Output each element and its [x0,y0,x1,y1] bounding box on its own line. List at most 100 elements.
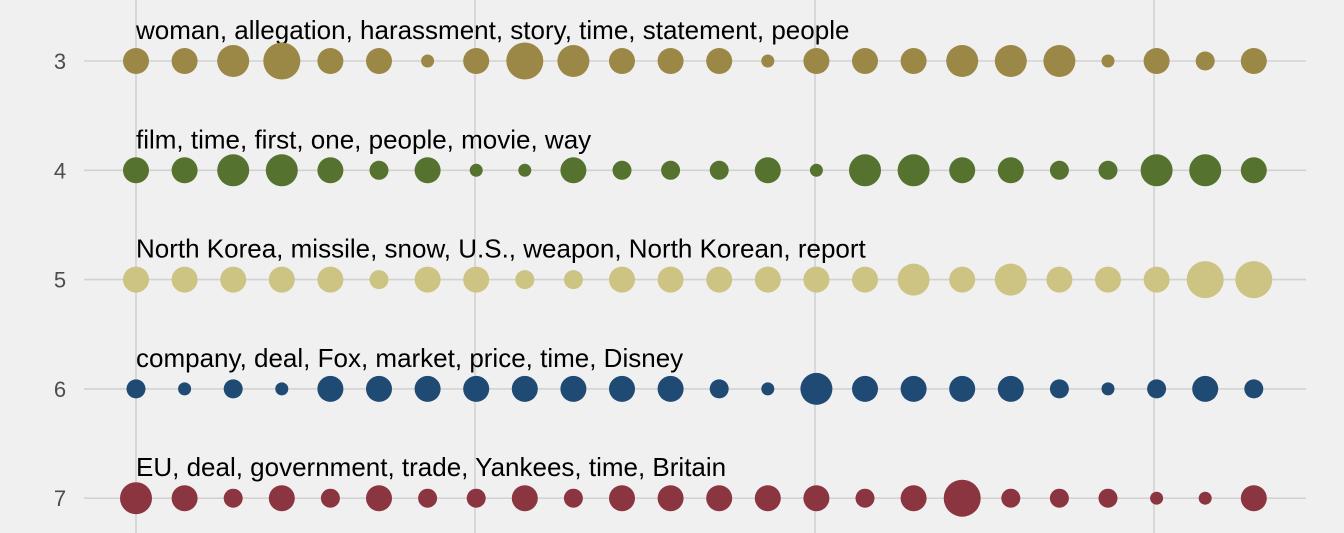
dot-point [997,157,1024,184]
y-tick-label: 7 [54,486,66,511]
topic-label: EU, deal, government, trade, Yankees, ti… [136,452,726,482]
dot-point [469,163,483,177]
dot-point [1235,261,1273,299]
dot-point [1143,266,1170,293]
dot-point [369,270,389,290]
dot-point [900,48,927,74]
dot-point [661,160,681,180]
dot-point [366,485,392,512]
y-tick-label: 4 [54,158,66,183]
dot-point [609,485,635,512]
dot-point [949,266,976,293]
dot-point [612,160,632,180]
dot-point [126,379,146,399]
dot-point [709,379,729,399]
dot-point [515,270,535,290]
dot-point [1240,48,1267,74]
dot-point [414,157,441,184]
dot-point [946,45,979,77]
dot-point [949,375,976,402]
dot-point [800,372,833,405]
dot-point [900,375,927,402]
topic-label: woman, allegation, harassment, story, ti… [135,15,849,45]
dot-point [317,266,344,293]
dot-point [754,485,781,512]
dot-point [1043,45,1076,77]
dot-point [320,488,340,508]
dot-point [849,154,881,187]
dot-point [171,266,198,293]
dot-point [994,45,1027,77]
dot-point [803,266,830,293]
dot-point [609,266,635,293]
dot-point [1049,160,1069,180]
dot-point [706,48,733,74]
y-axis-ticks: 3 4 5 6 7 [54,49,66,511]
dot-point [506,42,544,80]
dot-point [1049,488,1069,508]
dot-point [803,48,830,74]
dot-point [1095,266,1121,293]
dot-point [852,375,878,402]
dot-point [706,485,733,512]
dot-point [268,485,295,512]
dot-point [1186,261,1224,299]
dot-point [1195,51,1215,71]
dot-point [1049,379,1069,399]
dot-point [123,157,149,184]
dot-point [223,488,243,508]
dot-point [171,157,198,184]
dot-point [943,479,981,517]
dot-point [1147,379,1167,399]
dot-point [265,154,298,187]
dot-point [657,485,684,512]
dot-point [171,485,198,512]
dot-point [317,157,344,184]
dot-point [123,48,149,74]
dot-point [563,270,583,290]
dot-point [1001,488,1021,508]
dot-point [557,45,590,77]
dot-point [1150,491,1164,505]
dot-point [1101,382,1115,396]
dot-point [657,375,684,402]
dot-point [463,48,490,74]
dot-point [511,485,538,512]
topic-label: North Korea, missile, snow, U.S., weapon… [136,234,867,264]
dot-point [897,154,930,187]
dot-point [761,382,775,396]
dot-point [949,157,976,184]
dot-point [120,482,152,515]
dot-point [217,154,250,187]
dot-point [1240,485,1267,512]
dot-point [709,160,729,180]
dot-point [511,375,538,402]
y-tick-label: 3 [54,49,66,74]
dot-point [1240,157,1267,184]
dot-point [657,266,684,293]
dot-point [463,266,490,293]
dot-point [1140,154,1173,187]
dot-point [466,488,486,508]
dot-point [123,266,149,293]
dot-point [421,54,435,68]
dot-point [994,263,1027,296]
dot-point [1098,160,1118,180]
dot-point [263,42,301,80]
dot-point [366,48,392,74]
dot-point [369,160,389,180]
dot-point [317,48,344,74]
dot-point [463,375,490,402]
dot-point [217,45,250,77]
dot-point [852,266,878,293]
dot-point [855,488,875,508]
topic-label: film, time, first, one, people, movie, w… [136,124,591,154]
dot-point [563,488,583,508]
y-tick-label: 5 [54,268,66,293]
dot-point [178,382,192,396]
dot-point [761,54,775,68]
dot-point [1244,379,1264,399]
dots [120,42,1273,517]
dot-point [268,266,295,293]
